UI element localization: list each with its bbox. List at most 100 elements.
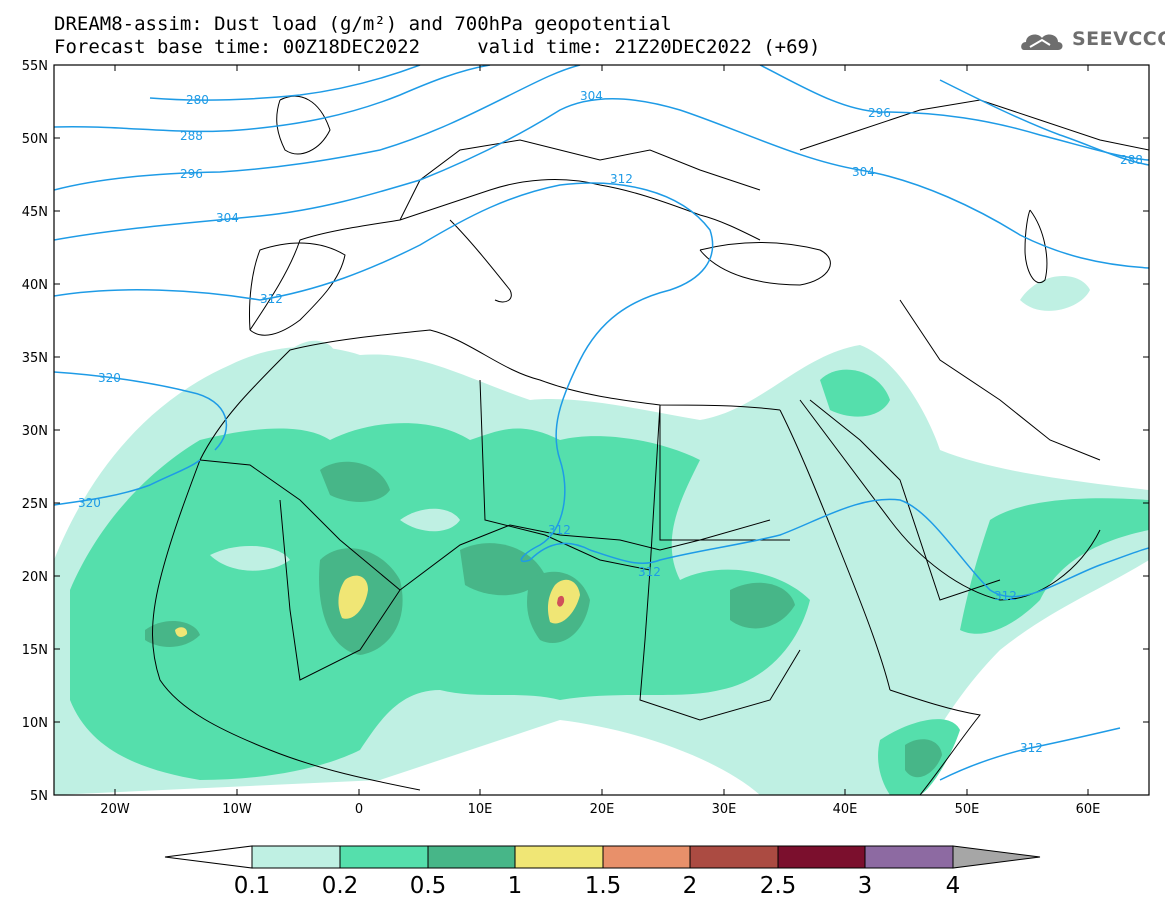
colorbar-label: 4 (946, 873, 961, 899)
contour-296-east (759, 65, 1149, 161)
lon-label: 20W (100, 802, 130, 817)
colorbar: 0.1 0.2 0.5 1 1.5 2 2.5 3 4 (164, 845, 1041, 899)
contour-296 (54, 65, 581, 191)
lat-label: 20N (22, 570, 48, 585)
contour-312 (54, 182, 714, 562)
border-sahara (199, 459, 771, 591)
colorbar-label: 1 (508, 873, 523, 899)
coastlines (152, 95, 1149, 795)
coastline-italy (449, 219, 512, 303)
dust-area-peak (175, 627, 188, 638)
contour-312-east (939, 727, 1121, 781)
dust-area-high (320, 461, 390, 502)
lon-label: 10E (468, 802, 493, 817)
dust-area-mid (820, 369, 890, 417)
coastline-iberia (249, 242, 346, 336)
colorbar-swatch (339, 845, 429, 869)
colorbar-label: 2 (683, 873, 698, 899)
colorbar-label: 0.1 (234, 873, 271, 899)
border-europe (399, 139, 761, 221)
lon-label: 50E (955, 802, 980, 817)
contour-label: 312 (610, 172, 633, 186)
colorbar-label: 0.5 (410, 873, 447, 899)
lat-label: 40N (22, 278, 48, 293)
coastline-arabia (799, 399, 1101, 601)
colorbar-label: 1.5 (585, 873, 622, 899)
colorbar-label: 2.5 (760, 873, 797, 899)
colorbar-min-arrow (164, 845, 253, 869)
lon-axis: 20W 10W 0 10E 20E 30E 40E 50E 60E (100, 65, 1100, 817)
coastline-red-sea (779, 409, 891, 691)
lat-axis: 55N 50N 45N 40N 35N 30N 25N 20N 15N 10N … (22, 59, 1149, 804)
lon-label: 60E (1076, 802, 1101, 817)
contour-label: 296 (868, 106, 891, 120)
colorbar-swatch (777, 845, 866, 869)
lat-label: 15N (22, 643, 48, 658)
dust-area-high (730, 582, 795, 629)
lat-label: 35N (22, 351, 48, 366)
contour-label: 320 (78, 496, 101, 510)
colorbar-swatch (689, 845, 779, 869)
contour-320 (54, 371, 228, 451)
coastline-caspian (1024, 209, 1048, 283)
coastline-uk (276, 95, 331, 155)
dust-area-high (905, 739, 942, 778)
lat-label: 55N (22, 59, 48, 74)
border-sudan (639, 569, 801, 721)
dust-area-high (145, 620, 200, 647)
dust-area-low (1020, 276, 1090, 311)
colorbar-swatch (427, 845, 516, 869)
contour-288 (54, 65, 491, 133)
contour-label: 312 (638, 565, 661, 579)
contour-label: 296 (180, 167, 203, 181)
colorbar-swatch (602, 845, 691, 869)
lat-label: 10N (22, 716, 48, 731)
border-mali (279, 499, 401, 681)
contour-labels: 280 288 296 304 312 320 320 304 312 312 … (78, 89, 1143, 755)
coastline-europe (249, 179, 761, 331)
dust-area-max (557, 595, 565, 607)
dust-gap (210, 545, 290, 571)
coastline-black-sea (699, 242, 831, 286)
contour-288-east (939, 79, 1149, 166)
colorbar-max-arrow (952, 845, 1041, 869)
contour-280 (149, 65, 421, 101)
contour-label: 288 (1120, 153, 1143, 167)
contour-label: 288 (180, 129, 203, 143)
contour-label: 280 (186, 93, 209, 107)
contour-label: 304 (852, 165, 875, 179)
lon-label: 40E (833, 802, 858, 817)
dust-area-peak (338, 575, 368, 619)
colorbar-swatch (251, 845, 341, 869)
colorbar-swatch (514, 845, 604, 869)
border-iran (899, 299, 1101, 461)
contour-label: 320 (98, 371, 121, 385)
map-title: DREAM8-assim: Dust load (g/m²) and 700hP… (54, 13, 672, 35)
lon-label: 10W (222, 802, 252, 817)
contour-304 (54, 98, 1149, 269)
logo-text: SEEVCCC (1072, 28, 1165, 50)
lon-label: 0 (355, 802, 363, 817)
dust-area-low (290, 340, 335, 360)
lat-label: 25N (22, 497, 48, 512)
contour-label: 312 (1020, 741, 1043, 755)
map-subtitle: Forecast base time: 00Z18DEC2022 valid t… (54, 36, 821, 58)
lon-label: 20E (590, 802, 615, 817)
colorbar-swatch (864, 845, 954, 869)
contour-label: 312 (994, 589, 1017, 603)
contour-label: 304 (216, 211, 239, 225)
colorbar-label: 0.2 (322, 873, 359, 899)
lat-label: 50N (22, 132, 48, 147)
border-arabia (809, 399, 1001, 601)
contour-label: 312 (260, 292, 283, 306)
contour-label: 312 (548, 523, 571, 537)
dust-area-mid (70, 423, 810, 780)
contour-312-south (529, 498, 1149, 598)
lon-label: 30E (712, 802, 737, 817)
lat-label: 5N (30, 789, 48, 804)
lat-label: 45N (22, 205, 48, 220)
cloud-icon (1021, 34, 1063, 50)
geopotential-contours (54, 65, 1149, 781)
contour-label: 304 (580, 89, 603, 103)
border-libya (479, 379, 661, 571)
